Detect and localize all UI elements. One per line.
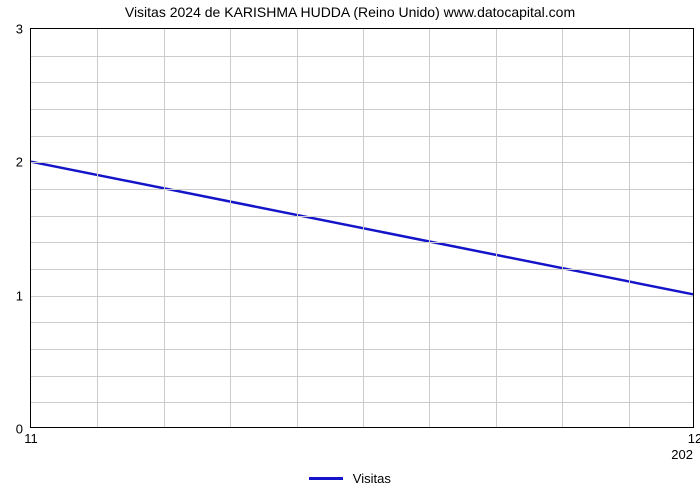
y-tick-label: 2 [16,155,31,170]
grid-line-horizontal [31,402,693,403]
grid-line-vertical [164,29,165,427]
grid-line-horizontal [31,136,693,137]
series-line [31,162,693,295]
x-axis-year-label: 202 [671,427,693,462]
grid-line-horizontal [31,82,693,83]
legend-label: Visitas [353,471,391,486]
grid-line-vertical [297,29,298,427]
line-chart: Visitas 2024 de KARISHMA HUDDA (Reino Un… [0,0,700,500]
grid-line-horizontal [31,109,693,110]
grid-line-vertical [230,29,231,427]
grid-line-horizontal [31,296,693,297]
grid-line-horizontal [31,216,693,217]
grid-line-vertical [429,29,430,427]
x-tick-label: 11 [24,427,38,446]
grid-line-horizontal [31,322,693,323]
grid-line-horizontal [31,269,693,270]
grid-line-horizontal [31,189,693,190]
grid-line-horizontal [31,162,693,163]
grid-line-horizontal [31,349,693,350]
grid-line-vertical [629,29,630,427]
y-tick-label: 1 [16,288,31,303]
grid-line-vertical [562,29,563,427]
grid-line-horizontal [31,376,693,377]
y-tick-label: 3 [16,22,31,37]
chart-title: Visitas 2024 de KARISHMA HUDDA (Reino Un… [0,4,700,20]
grid-line-vertical [97,29,98,427]
legend: Visitas [0,470,700,486]
grid-line-horizontal [31,56,693,57]
series-layer [31,29,693,427]
legend-swatch [309,477,343,480]
grid-line-horizontal [31,242,693,243]
grid-line-vertical [496,29,497,427]
plot-area: 01231112202 [30,28,694,428]
grid-line-vertical [363,29,364,427]
